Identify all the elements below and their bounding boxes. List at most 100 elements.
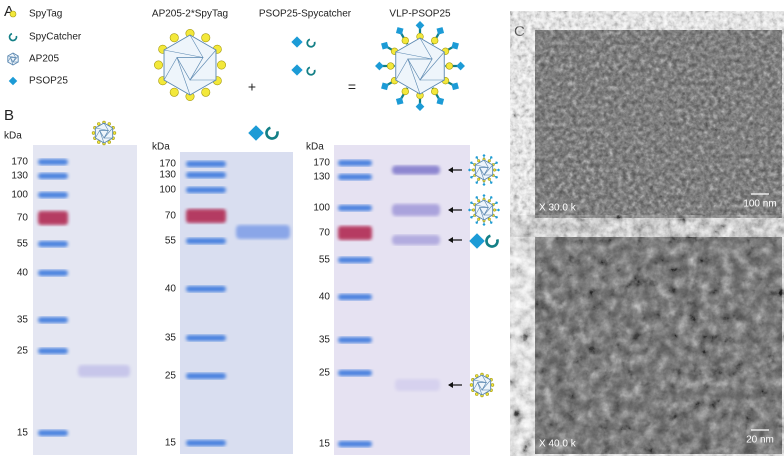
ladder-band [186,187,226,193]
spytag-icon [475,392,479,396]
psop25-icon [495,215,498,219]
spytag-icon [107,140,111,144]
ap205-icon [481,379,491,391]
ap205-icon [483,164,493,176]
spytag-icon [477,217,481,221]
ap205-icon [419,51,445,81]
ap205-icon [395,37,445,95]
protein-band [392,204,440,216]
ladder-band [338,257,372,263]
marker-label: 100 [313,203,330,214]
psop25-icon [482,182,486,187]
tem-image [535,237,782,454]
spytag-icon [487,217,491,221]
spytag-icon [487,199,491,203]
psop25-icon [495,175,498,179]
ap205-icon [163,57,178,81]
axis-unit: kDa [152,142,170,153]
marker-label: 70 [165,211,177,222]
marker-label: 25 [319,368,331,379]
marker-label: 35 [319,335,331,346]
ladder-band [338,160,372,166]
ap205-icon [419,37,433,60]
ap205-icon [481,374,487,383]
legend-label: AP205 [29,54,59,65]
psop25-icon [451,82,459,91]
ap205-icon [473,382,478,391]
psop25-icon [475,196,479,199]
ladder-band [338,441,372,447]
spytag-icon [169,33,179,43]
psop25-icon [436,27,445,35]
ladder-band [186,286,226,292]
ap205-icon [407,58,421,95]
psop25-icon [415,21,425,30]
ladder-band [186,373,226,379]
legend-label: SpyCatcher [29,32,82,43]
gel-image [33,145,137,455]
psop25-icon [248,125,264,141]
ap205-icon [479,167,485,181]
spytag-icon [9,10,17,18]
psop25-icon [475,181,479,184]
ladder-band [186,440,226,446]
spytag-icon [477,177,481,181]
protein-band [392,165,440,175]
ap205-icon [12,55,19,63]
axis-unit: kDa [4,131,22,142]
scale-bar-label: 100 nm [743,199,776,210]
ap205-icon [103,127,113,139]
ap205-icon [483,199,489,208]
psop25-icon [496,168,501,172]
spytag-icon [477,199,481,203]
tem-image [535,30,782,218]
spytag-icon [485,374,489,378]
ladder-band [338,337,372,343]
scheme-heading: PSOP25-Spycatcher [259,9,352,20]
ladder-band [38,173,68,179]
psop25-icon [395,27,404,35]
ap205-icon [176,57,204,81]
ap205-icon [10,57,14,66]
spycatcher-icon [306,66,316,76]
ap205-icon [99,130,105,144]
ap205-icon [9,57,17,63]
psop25-icon [470,201,473,205]
ap205-icon [477,382,487,391]
gel-image [180,152,293,454]
marker-label: 70 [17,213,29,224]
ladder-band [186,161,226,167]
psop25-icon [489,156,493,159]
ap205-icon [189,34,204,58]
psop25-icon [470,161,473,165]
legend-label: PSOP25 [29,76,68,87]
marker-label: 25 [17,346,29,357]
spytag-icon [490,383,495,387]
ladder-band [186,335,226,341]
spycatcher-icon [485,234,499,248]
psop25-icon [436,97,445,105]
spytag-icon [431,87,439,96]
ap205-icon [407,58,433,81]
ladder-band [186,209,226,223]
scheme-heading: AP205-2*SpyTag [152,9,228,20]
ap205-icon [475,207,480,216]
marker-label: 130 [11,171,28,182]
ap205-icon [7,57,11,63]
psop25-icon [496,208,501,212]
spycatcher-icon [265,126,279,140]
psop25-icon [415,102,425,111]
ap205-icon [7,55,16,58]
marker-label: 130 [159,170,176,181]
marker-label: 55 [165,236,177,247]
ap205-icon [477,382,483,396]
marker-label: 100 [11,190,28,201]
scale-bar-label: 20 nm [746,435,774,446]
marker-label: 130 [313,172,330,183]
spytag-icon [217,60,227,70]
spytag-icon [469,383,474,387]
marker-label: 15 [319,439,331,450]
marker-label: 40 [165,284,177,295]
marker-label: 35 [17,315,29,326]
